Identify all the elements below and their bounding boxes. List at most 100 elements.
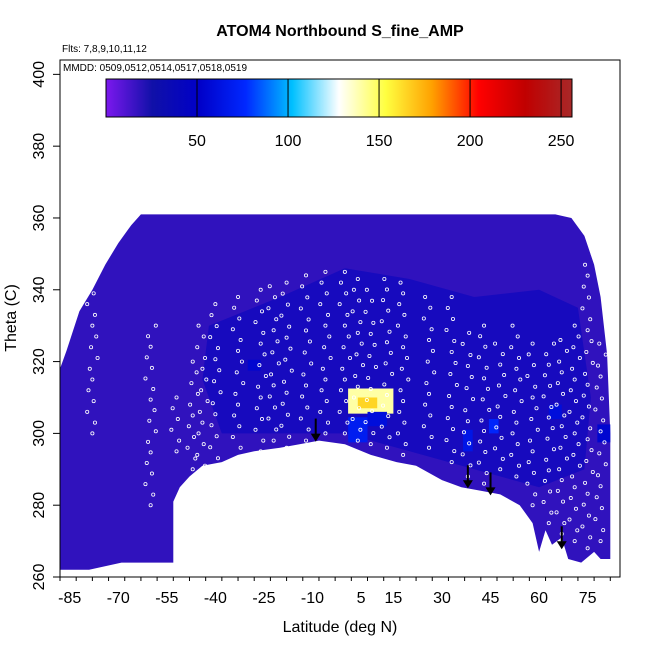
sample-point	[271, 328, 276, 333]
sample-point	[323, 323, 328, 328]
sample-point	[493, 446, 498, 451]
sample-point	[559, 370, 564, 375]
sample-point	[421, 424, 426, 429]
sample-point	[402, 420, 407, 425]
sample-point	[558, 338, 563, 343]
sample-point	[401, 345, 406, 350]
sample-point	[186, 424, 191, 429]
sample-point	[323, 377, 328, 382]
sample-point	[261, 330, 266, 335]
sample-point	[86, 280, 91, 285]
sample-point	[449, 405, 454, 410]
sample-point	[319, 388, 324, 393]
sample-point	[480, 397, 485, 402]
sample-point	[201, 334, 206, 339]
y-axis-label: Theta (C)	[3, 284, 20, 352]
sample-point	[460, 452, 465, 457]
sample-point	[428, 305, 433, 310]
sample-point	[586, 513, 591, 518]
sample-point	[445, 416, 450, 421]
sample-point	[238, 445, 243, 450]
heatmap-cell	[247, 359, 261, 371]
sample-point	[500, 456, 505, 461]
sample-point	[570, 366, 575, 371]
sample-point	[357, 298, 362, 303]
sample-point	[342, 431, 347, 436]
sample-point	[379, 424, 384, 429]
sample-point	[558, 445, 563, 450]
sample-point	[258, 395, 263, 400]
sample-point	[546, 468, 551, 473]
sample-point	[148, 397, 153, 402]
sample-point	[237, 424, 242, 429]
sample-point	[90, 377, 95, 382]
sample-point	[323, 269, 328, 274]
sample-point	[594, 495, 599, 500]
sample-point	[564, 348, 569, 353]
flight-arrow	[310, 418, 321, 442]
sample-point	[495, 404, 500, 409]
sample-point	[450, 427, 455, 432]
sample-point	[595, 363, 600, 368]
sample-point	[530, 449, 535, 454]
sample-point	[174, 449, 179, 454]
sample-point	[148, 503, 153, 508]
sample-point	[530, 503, 535, 508]
sample-point	[517, 355, 522, 360]
sample-point	[203, 463, 208, 468]
sample-point	[406, 377, 411, 382]
colorbar-tick-label: 200	[457, 133, 484, 150]
sample-point	[598, 429, 603, 434]
sample-point	[351, 395, 356, 400]
sample-point	[432, 370, 437, 375]
y-axis: 260 280 300 320 340 360 380 400	[31, 61, 60, 590]
sample-point	[89, 345, 94, 350]
sample-point	[298, 306, 303, 311]
sample-point	[549, 510, 554, 515]
sample-point	[588, 426, 593, 431]
sample-point	[285, 302, 290, 307]
sample-point	[531, 470, 536, 475]
sample-point	[279, 423, 284, 428]
sample-point	[212, 379, 217, 384]
y-tick-label: 260	[31, 564, 48, 591]
profile	[185, 359, 200, 472]
profile	[85, 269, 100, 436]
sample-point	[196, 323, 201, 328]
sample-point	[561, 391, 566, 396]
sample-point	[213, 357, 218, 362]
sample-point	[423, 402, 428, 407]
sample-point	[482, 323, 487, 328]
heatmap-cell	[548, 404, 562, 420]
arrow-head	[462, 480, 473, 489]
sample-point	[595, 473, 600, 478]
sample-point	[152, 408, 157, 413]
profile	[169, 395, 182, 454]
colorbar-tick-label: 150	[366, 133, 393, 150]
sample-point	[427, 445, 432, 450]
sample-point	[546, 521, 551, 526]
sample-point	[279, 313, 284, 318]
sample-point	[209, 423, 214, 428]
sample-point	[358, 320, 363, 325]
sample-point	[194, 370, 199, 375]
sample-point	[382, 277, 387, 282]
sample-point	[284, 335, 289, 340]
sample-point	[494, 425, 499, 430]
sample-point	[387, 435, 392, 440]
sample-point	[371, 320, 376, 325]
sample-point	[200, 366, 205, 371]
sample-point	[571, 345, 576, 350]
sample-point	[498, 467, 503, 472]
sample-point	[253, 320, 258, 325]
profile	[593, 341, 608, 544]
sample-point	[370, 409, 375, 414]
profile	[253, 287, 268, 454]
sample-point	[549, 404, 554, 409]
sample-point	[585, 437, 590, 442]
sample-point	[230, 327, 235, 332]
sample-point	[555, 381, 560, 386]
sample-point	[468, 352, 473, 357]
sample-point	[482, 376, 487, 381]
sample-point	[214, 324, 219, 329]
